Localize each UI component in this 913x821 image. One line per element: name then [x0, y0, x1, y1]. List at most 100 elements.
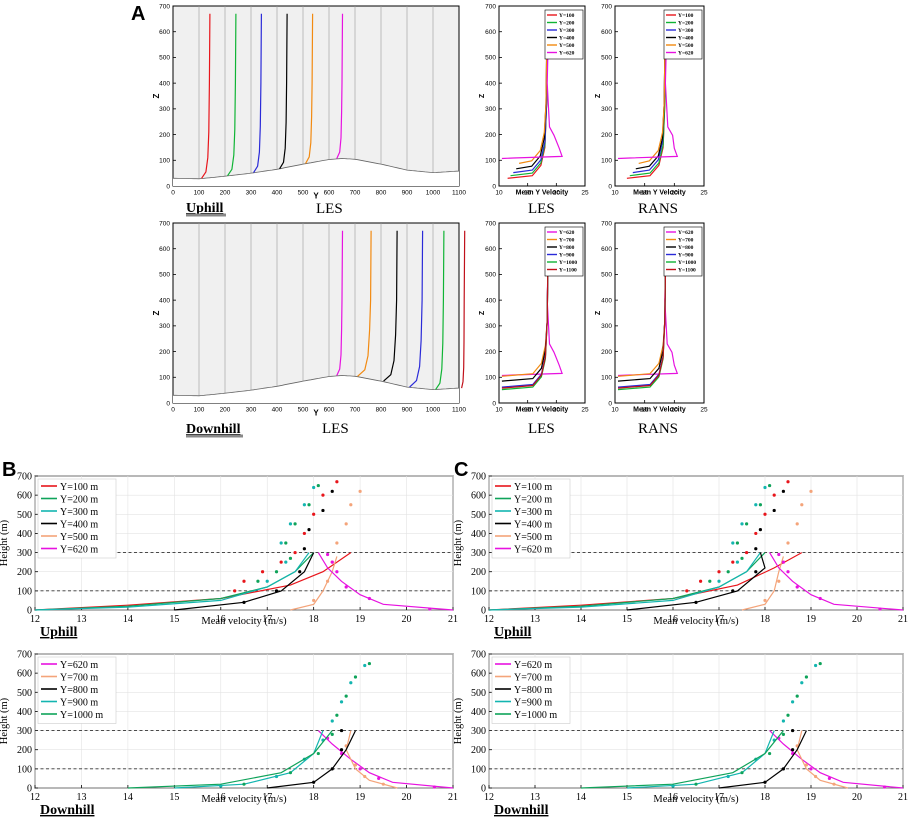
y-tick-label: 100: [17, 586, 32, 597]
series-point: [330, 719, 334, 723]
x-tick-label: 20: [852, 614, 862, 625]
x-tick-label: 15: [622, 614, 632, 625]
y-tick-label: 400: [485, 80, 496, 87]
legend-label: Y=100 m: [60, 482, 98, 493]
series-point: [307, 528, 311, 532]
series-line: [317, 552, 454, 611]
series-point: [302, 503, 306, 507]
series-point: [699, 579, 703, 583]
series-point: [316, 483, 320, 488]
y-tick-label: 200: [17, 567, 32, 578]
x-tick-label: 20: [852, 792, 862, 803]
y-tick-label: 700: [485, 3, 496, 10]
legend-label: Y=400 m: [60, 520, 98, 531]
y-tick-label: 700: [471, 650, 486, 661]
series-point: [302, 547, 306, 551]
y-axis-label: Z: [595, 310, 602, 315]
y-tick-label: 400: [601, 297, 612, 304]
series-point: [367, 661, 371, 666]
series-point: [349, 681, 353, 685]
x-tick-label: 18: [309, 614, 319, 625]
legend-label: Y=500 m: [60, 532, 98, 543]
x-tick-label: 25: [581, 407, 589, 414]
series-point: [233, 589, 237, 593]
y-tick-label: 300: [485, 323, 496, 330]
series-point: [726, 774, 730, 779]
legend-box: [491, 478, 571, 559]
series-point: [685, 589, 689, 593]
legend-label: Y=620 m: [514, 545, 552, 556]
y-axis-label: Height (m): [0, 697, 10, 744]
legend-label: Y=300 m: [60, 507, 98, 518]
series-point: [754, 503, 758, 507]
series-point: [279, 541, 283, 545]
y-tick-label: 100: [159, 375, 170, 382]
x-axis-label: Mean velocity (m/s): [201, 794, 287, 805]
legend-label: Y=300: [559, 28, 575, 34]
x-tick-label: 1000: [426, 190, 441, 197]
y-tick-label: 200: [17, 745, 32, 756]
y-tick-label: 500: [17, 688, 32, 699]
y-tick-label: 300: [601, 106, 612, 113]
series-point: [763, 780, 767, 784]
panel-c-label: C: [454, 459, 468, 481]
legend-label: Y=400: [678, 36, 694, 42]
series-point: [740, 771, 744, 775]
x-tick-label: 25: [581, 190, 589, 197]
series-point: [321, 508, 325, 513]
series-point: [288, 522, 293, 526]
x-tick-label: 20: [402, 614, 412, 625]
series-point: [731, 589, 735, 593]
x-tick-label: 400: [272, 190, 283, 197]
series-point: [763, 485, 767, 490]
series-point: [339, 748, 344, 752]
series-point: [740, 556, 744, 560]
x-axis-label: Mean velocity (m/s): [653, 616, 739, 627]
y-tick-label: 200: [159, 349, 170, 356]
x-tick-label: 0: [171, 407, 175, 414]
y-tick-label: 200: [601, 132, 612, 139]
series-point: [791, 748, 795, 752]
series-line: [617, 228, 667, 389]
x-tick-label: 17: [262, 792, 272, 803]
series-point: [795, 585, 799, 589]
series-point: [307, 503, 311, 507]
series-point: [726, 570, 730, 574]
uphill-domain-chart: 0 100 200 300 400 500 600 700 800 900 1000 1100 0 100…: [152, 3, 466, 200]
x-axis-label: Mean Y Velocity: [516, 190, 569, 197]
series-point: [242, 782, 246, 786]
series-point: [339, 700, 344, 704]
series-point: [312, 512, 316, 516]
series-point: [242, 579, 246, 583]
x-tick-label: 18: [760, 614, 770, 625]
x-tick-label: 15: [524, 190, 532, 197]
series-line: [174, 552, 315, 611]
series-line: [796, 730, 848, 789]
legend-box: [37, 656, 117, 724]
velocity-profile-line: [227, 13, 237, 177]
series-point: [330, 732, 334, 737]
legend-label: Y=620 m: [514, 660, 552, 671]
series-point: [274, 774, 279, 779]
series-line: [518, 11, 548, 164]
x-tick-label: 18: [760, 792, 770, 803]
y-tick-label: 100: [471, 586, 486, 597]
x-axis-label: Mean velocity (m/s): [201, 616, 287, 627]
y-tick-label: 0: [481, 784, 486, 795]
series-line: [626, 552, 766, 611]
series-point: [818, 596, 822, 601]
x-tick-label: 15: [169, 614, 179, 625]
y-tick-label: 700: [485, 220, 496, 227]
series-point: [377, 776, 381, 781]
series-point: [786, 480, 790, 484]
x-tick-label: 16: [668, 614, 678, 625]
downhill-domain-chart: 0 100 200 300 400 500 600 700 800 900 1000 1100 0 100…: [152, 220, 466, 417]
y-tick-label: 500: [159, 272, 170, 279]
series-point: [786, 713, 790, 717]
x-tick-label: 13: [76, 792, 86, 803]
legend-box: [544, 226, 584, 277]
y-tick-label: 300: [159, 106, 170, 113]
series-line: [580, 730, 784, 789]
legend-label: Y=400: [559, 36, 575, 42]
series-point: [358, 489, 362, 493]
